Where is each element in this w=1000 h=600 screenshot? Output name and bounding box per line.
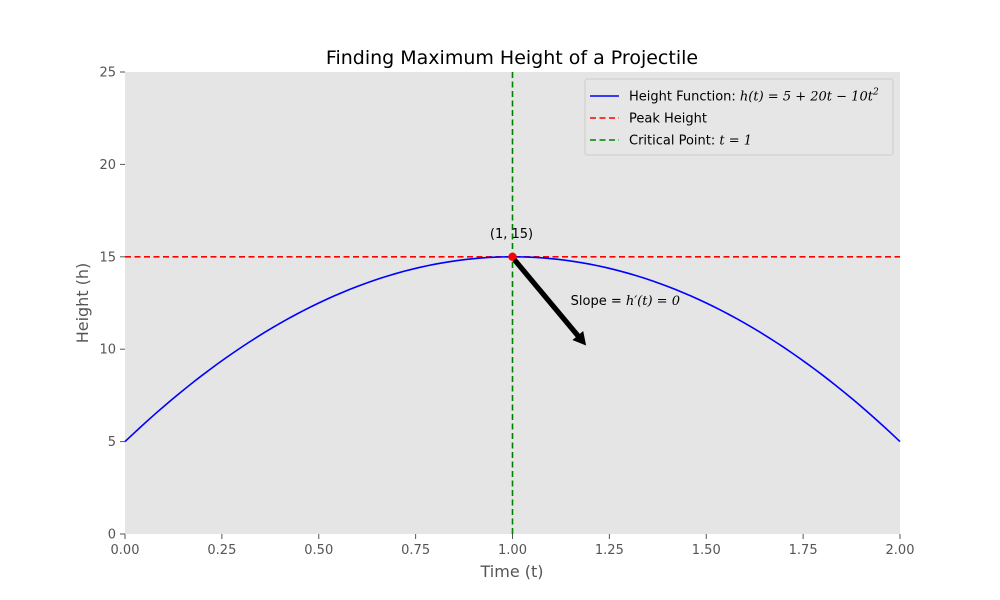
- x-tick-label: 0.75: [401, 543, 430, 558]
- x-axis: 0.00 0.25 0.50 0.75 1.00 1.25 1.50 1.75 2.00: [111, 534, 915, 558]
- slope-arrow: [512, 258, 587, 346]
- x-tick-label: 1.75: [789, 543, 818, 558]
- peak-point-label: (1, 15): [490, 227, 533, 242]
- annotations: (1, 15) Slope = h′(t) = 0: [490, 227, 680, 346]
- legend-entry: Height Function: h(t) = 5 + 20t − 10t2: [629, 88, 879, 105]
- y-tick-label: 15: [99, 250, 116, 265]
- x-tick-label: 0.00: [111, 543, 140, 558]
- y-tick-label: 0: [108, 528, 116, 543]
- legend-entry: Peak Height: [629, 112, 707, 127]
- legend: Height Function: h(t) = 5 + 20t − 10t2 Pe…: [584, 78, 894, 156]
- x-tick-label: 1.50: [692, 543, 721, 558]
- x-tick-label: 1.25: [595, 543, 624, 558]
- x-tick-label: 1.00: [498, 543, 527, 558]
- x-axis-label: Time (t): [480, 562, 544, 581]
- x-tick-label: 0.50: [304, 543, 333, 558]
- y-axis: 0 5 10 15 20 25: [99, 66, 125, 543]
- legend-box: [584, 78, 894, 156]
- slope-annotation: Slope = h′(t) = 0: [571, 294, 680, 309]
- y-tick-label: 10: [99, 343, 116, 358]
- peak-point-marker: [508, 252, 517, 261]
- y-tick-label: 25: [99, 66, 116, 81]
- y-axis-label: Height (h): [73, 263, 92, 344]
- y-tick-label: 20: [99, 158, 116, 173]
- y-tick-label: 5: [108, 435, 116, 450]
- x-tick-label: 2.00: [886, 543, 915, 558]
- legend-entry: Critical Point: t = 1: [629, 134, 752, 149]
- x-tick-label: 0.25: [207, 543, 236, 558]
- chart-title: Finding Maximum Height of a Projectile: [326, 47, 698, 69]
